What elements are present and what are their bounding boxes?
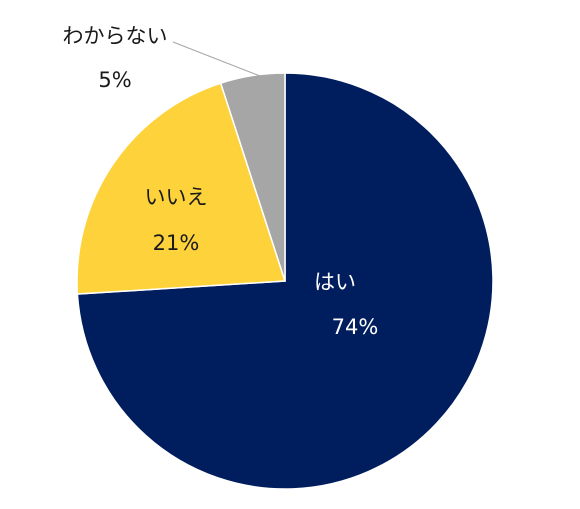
slice-label-1: はい xyxy=(314,270,356,294)
slice-label-2: いいえ xyxy=(145,185,208,209)
pie-slice-2 xyxy=(76,82,287,295)
slice-value-3: 5% xyxy=(98,68,131,92)
slice-value-2: 21% xyxy=(153,231,200,255)
pie-slice-3 xyxy=(219,72,286,282)
leader-line-3 xyxy=(172,41,261,77)
slice-value-1: 74% xyxy=(332,315,379,339)
slice-label-3: わからない xyxy=(63,24,168,48)
